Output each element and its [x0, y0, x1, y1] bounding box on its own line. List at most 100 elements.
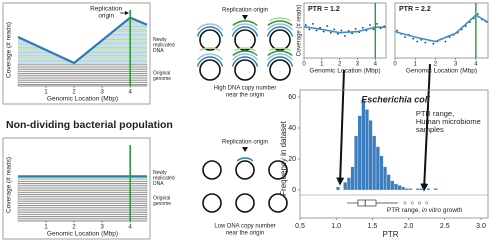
replication-arc — [232, 50, 258, 57]
box-body — [357, 199, 377, 207]
boxplot-label-part: in vitro — [422, 207, 442, 214]
coverage-point — [315, 29, 318, 32]
new-dna-label: DNA — [153, 181, 164, 187]
pointer-arrow — [420, 63, 431, 192]
range-annotation: Human microbiome — [416, 117, 481, 126]
x-tick-label: 1 — [414, 62, 418, 68]
box-outlier — [418, 201, 421, 205]
replication-arc — [269, 47, 291, 52]
y-axis-label: Coverage (# reads) — [6, 157, 13, 213]
replication-arc — [269, 17, 291, 22]
chromosome — [235, 193, 255, 213]
coverage-point — [444, 40, 447, 43]
coverage-point — [351, 32, 354, 35]
chromosome — [268, 193, 288, 213]
replication-arc — [266, 56, 294, 67]
histogram-bar — [404, 188, 409, 191]
chromosome — [202, 193, 222, 213]
box-outlier — [410, 201, 414, 205]
coverage-point — [396, 29, 398, 32]
box-outlier — [425, 201, 429, 205]
histogram-bar — [357, 115, 362, 191]
replication-arc — [266, 23, 294, 31]
ptr-label: PTR = 1.2 — [308, 6, 340, 13]
replication-arc — [196, 23, 224, 31]
replication-arc — [231, 26, 259, 37]
x-tick-label: 1.0 — [331, 223, 341, 230]
original-genome-label: Original — [153, 71, 170, 77]
panel-frame — [2, 2, 151, 105]
origin-label: Replication — [90, 6, 123, 13]
histogram-bar — [401, 186, 406, 191]
range-annotation: PTR range, — [416, 109, 454, 118]
new-dna-label: Newly — [153, 170, 167, 176]
coverage-point — [304, 24, 307, 26]
replication-arc — [196, 26, 224, 37]
x-axis-label: Genomic Location (Mbp) — [47, 231, 118, 238]
x-tick-label: 4 — [129, 90, 133, 96]
replication-arc — [234, 47, 256, 52]
coverage-point — [336, 32, 339, 35]
x-tick-label: 3 — [454, 62, 458, 68]
diagram-caption: Low DNA copy number — [214, 224, 275, 230]
histogram-bar — [372, 135, 377, 191]
box-outlier — [403, 201, 407, 205]
x-tick-label: 1 — [320, 62, 324, 68]
histogram-bar — [383, 166, 388, 191]
boxplot-label-part: PTR range, — [387, 207, 422, 214]
x-tick-label: 2 — [338, 62, 342, 68]
x-tick-label: 2.0 — [404, 223, 414, 230]
replication-arc — [267, 20, 293, 27]
diagram-caption: near the origin — [226, 231, 264, 237]
y-tick-label: 40 — [288, 125, 296, 132]
new-dna-label: replicated — [153, 176, 175, 182]
coverage-point — [322, 30, 325, 33]
diagram-label: Replication origin — [222, 140, 268, 146]
y-tick-label: 0 — [292, 187, 296, 194]
new-dna-label: Newly — [153, 37, 167, 43]
chromosome — [202, 160, 222, 180]
coverage-point — [404, 36, 407, 38]
x-axis-label: Genomic Location (Mbp) — [406, 68, 477, 75]
replication-arc — [196, 56, 224, 67]
coverage-point — [312, 23, 314, 25]
chromosome — [199, 59, 221, 81]
histogram-bar — [390, 180, 395, 191]
trend-line — [303, 25, 386, 34]
x-tick-label: 1 — [44, 90, 48, 96]
coverage-point — [344, 35, 346, 37]
histogram-bar — [408, 188, 413, 191]
section-title: Non-dividing bacterial population — [6, 119, 173, 131]
coverage-point — [420, 38, 423, 41]
x-tick-label: 1 — [44, 225, 48, 231]
histogram-bar — [368, 120, 373, 191]
replication-arc — [231, 23, 259, 31]
chromosome — [234, 59, 256, 81]
replication-arc — [231, 53, 259, 61]
boxplot-label-part: growth — [441, 207, 463, 214]
panel-frame — [394, 2, 489, 59]
x-tick-label: 3 — [356, 62, 360, 68]
coverage-point — [369, 24, 371, 26]
coverage-point — [329, 31, 332, 34]
histogram-bar — [350, 166, 355, 191]
histogram-bar — [346, 177, 351, 191]
original-genome-area — [17, 64, 148, 87]
boxplot-label: PTR range, in vitro growth — [387, 207, 463, 214]
x-tick-label: 1.5 — [368, 223, 378, 230]
y-tick-label: 20 — [288, 156, 296, 163]
origin-label: origin — [98, 13, 114, 20]
replication-arc — [232, 20, 258, 27]
origin-pointer — [242, 15, 248, 20]
x-tick-label: 2.5 — [440, 223, 450, 230]
new-dna-label: DNA — [153, 48, 164, 54]
ptr-label: PTR = 2.2 — [399, 6, 431, 13]
chromosome — [269, 29, 291, 51]
x-tick-label: 0 — [393, 62, 397, 68]
diagram-label: Replication origin — [222, 8, 268, 14]
replication-arc — [266, 26, 294, 37]
x-axis-label: PTR — [383, 230, 399, 239]
histogram-bar — [336, 186, 340, 191]
x-tick-label: 2 — [72, 225, 76, 231]
